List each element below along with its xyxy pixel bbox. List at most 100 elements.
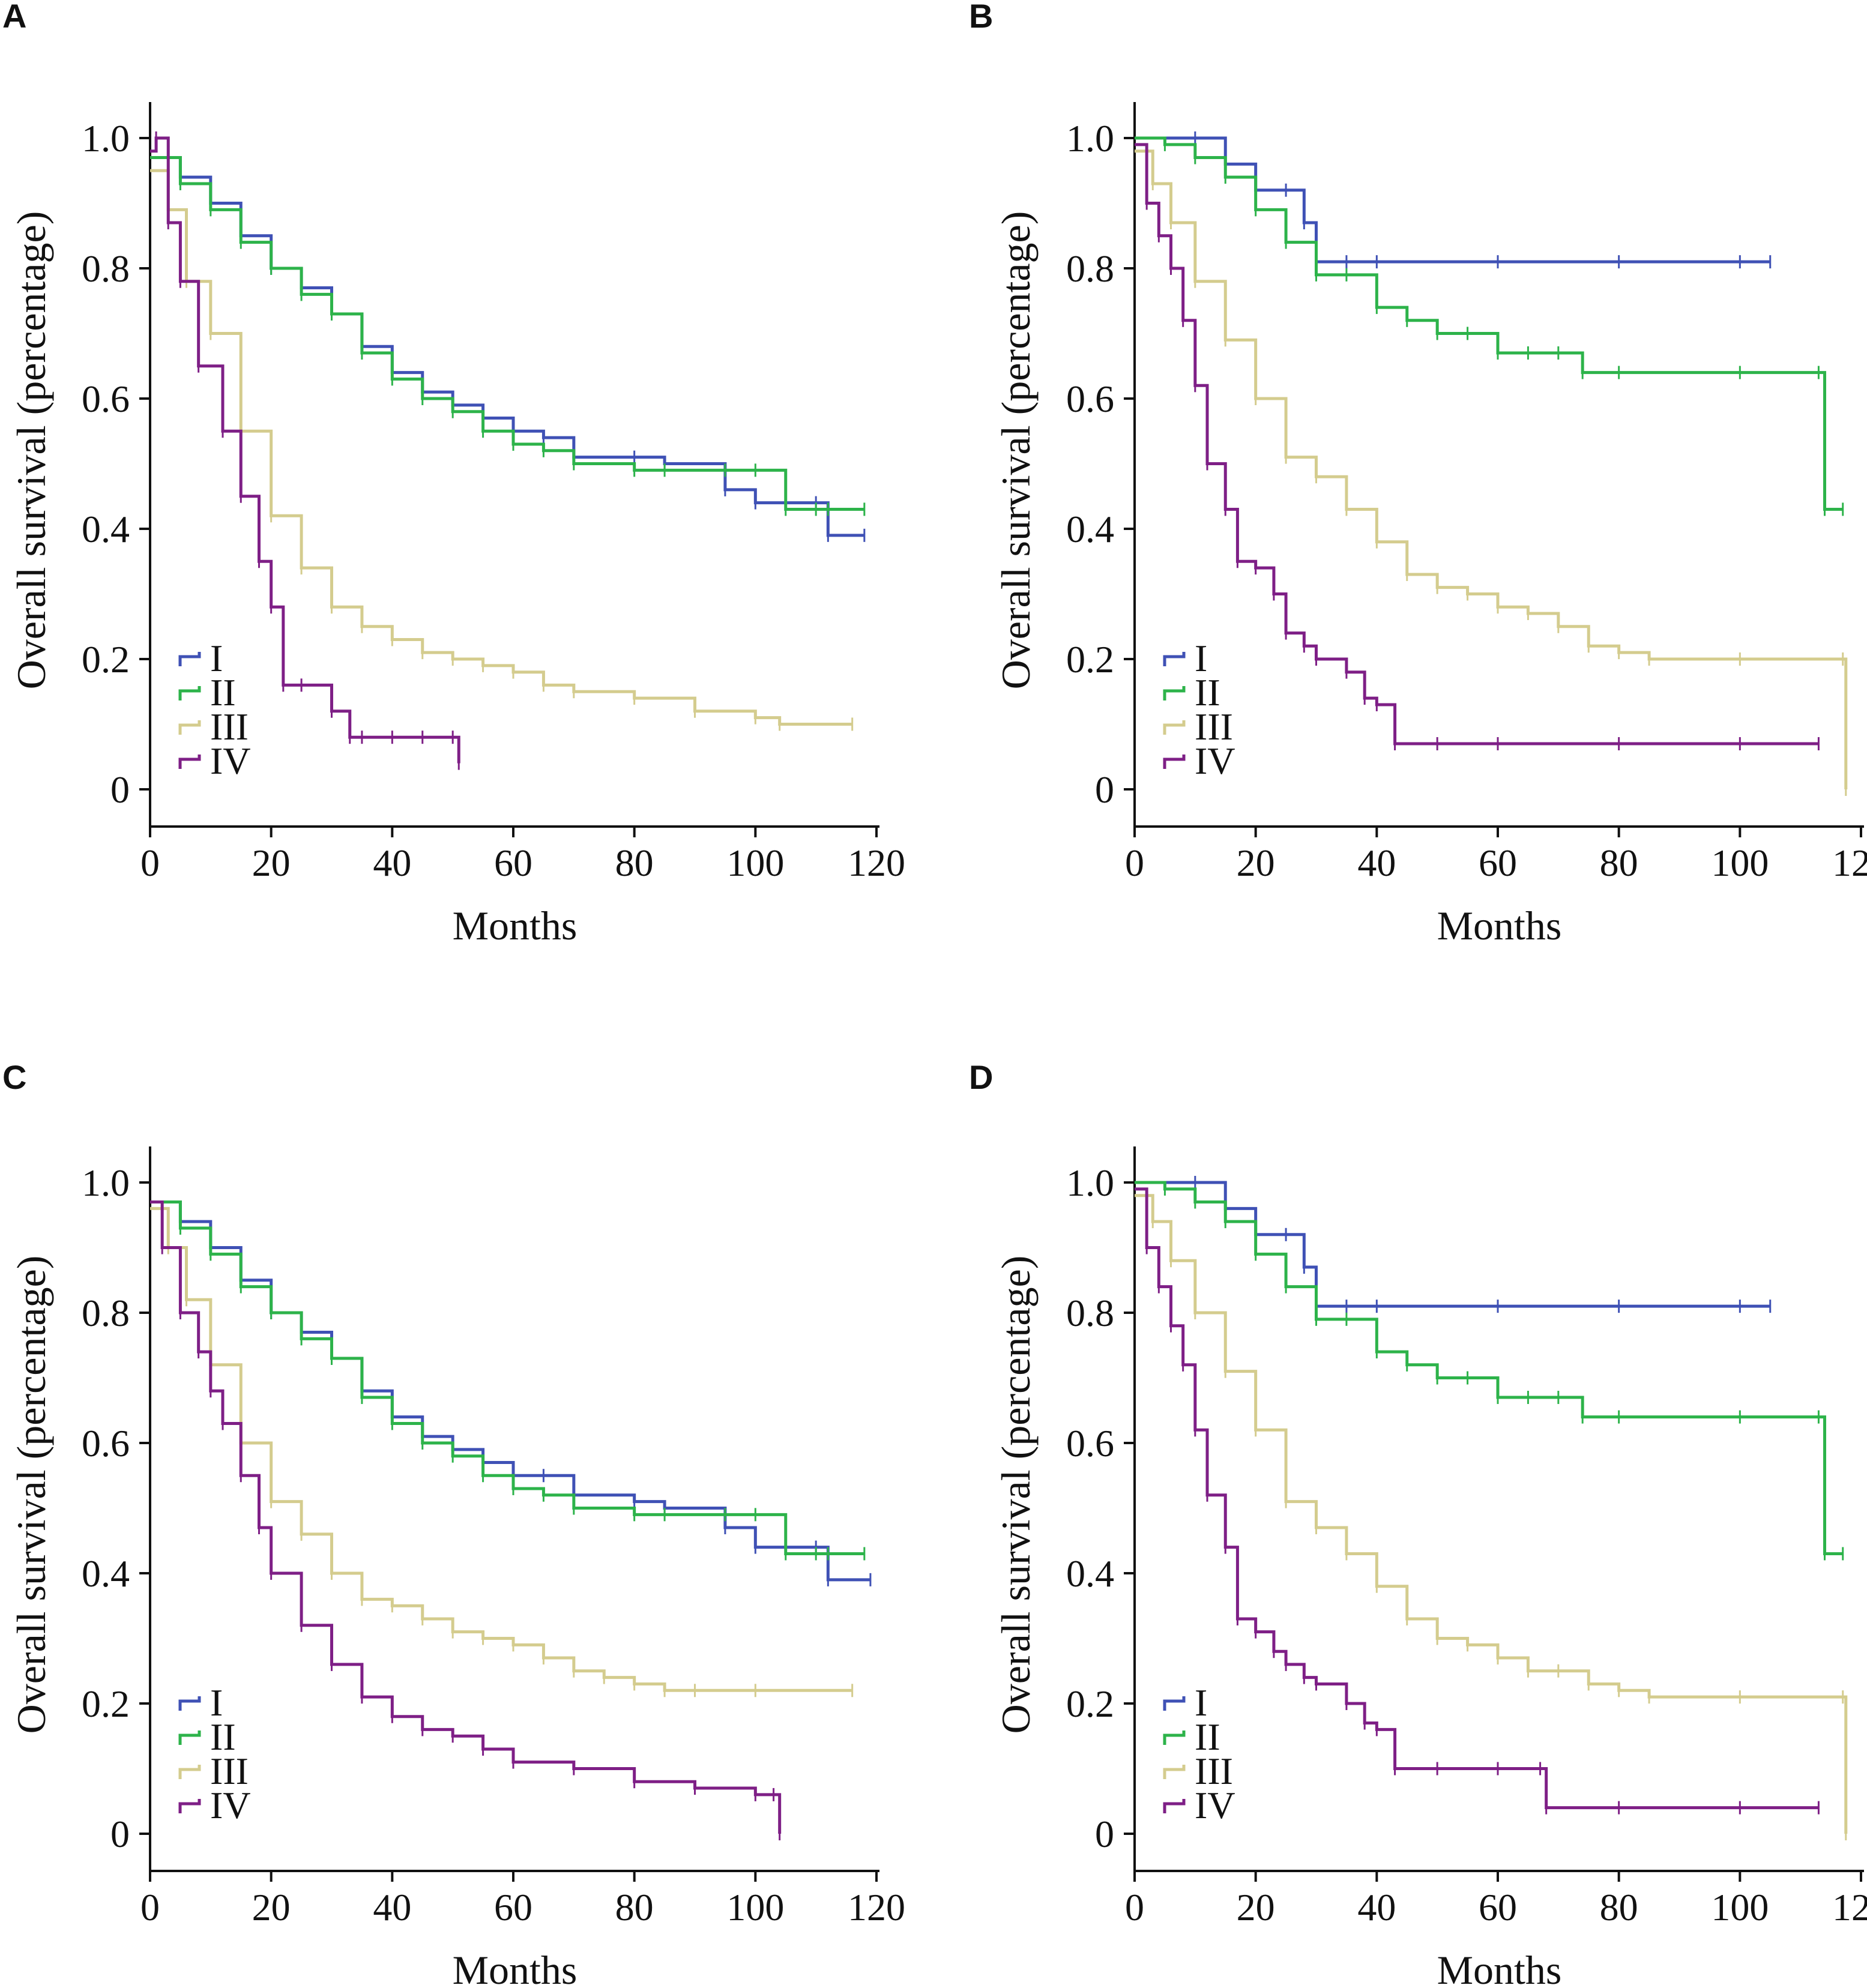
- y-tick-label: 0.2: [82, 638, 130, 681]
- x-axis-title: Months: [1437, 1947, 1562, 1988]
- x-tick-label: 80: [615, 842, 654, 884]
- x-axis-title: Months: [1437, 903, 1562, 948]
- x-axis-title: Months: [453, 903, 578, 948]
- legend-swatch-i: [1163, 652, 1186, 666]
- series-line-iii: [150, 169, 852, 726]
- legend-label-ii: II: [210, 671, 236, 714]
- legend-swatch-ii: [1163, 686, 1186, 700]
- y-tick-label: 0.4: [1066, 1552, 1114, 1595]
- y-tick-label: 0.2: [1066, 1682, 1114, 1725]
- legend-label-i: I: [1195, 1681, 1207, 1724]
- legend-swatch-iii: [178, 720, 201, 735]
- x-tick-label: 40: [373, 1886, 411, 1929]
- y-tick-label: 1.0: [82, 1161, 130, 1204]
- x-tick-label: 20: [1237, 1886, 1275, 1929]
- legend-swatch-iv: [1163, 1799, 1186, 1813]
- x-tick-label: 120: [848, 1886, 905, 1929]
- y-tick-label: 0.6: [1066, 378, 1114, 420]
- y-tick-label: 0.4: [82, 1552, 130, 1595]
- series-line-i: [1135, 136, 1770, 264]
- x-tick-label: 60: [1479, 842, 1517, 884]
- x-tick-label: 0: [140, 842, 160, 884]
- legend-label-iii: III: [1195, 1750, 1233, 1792]
- plot-area: 0 0.2 0.4 0.6 0.8 1.0 0 20 40 60 80 100 120 Months Ove…: [8, 102, 905, 948]
- legend-swatch-iii: [178, 1765, 201, 1779]
- series-line-i: [1135, 1181, 1770, 1308]
- series-line-iv: [150, 136, 460, 764]
- x-tick-label: 100: [726, 842, 784, 884]
- series-line-ii: [1135, 136, 1843, 511]
- x-tick-label: 0: [1125, 1886, 1144, 1929]
- x-tick-label: 120: [1832, 842, 1867, 884]
- x-tick-label: 60: [1479, 1886, 1517, 1929]
- panel-letter: C: [2, 1058, 26, 1096]
- panel-B: B 0 0.2 0.4 0.6 0.8 1.0 0 20 40 60 80 100 120 Months O…: [969, 0, 1867, 948]
- y-tick-label: 0.4: [82, 508, 130, 550]
- legend-swatch-iv: [178, 755, 201, 769]
- y-tick-label: 1.0: [1066, 1161, 1114, 1204]
- series-line-iii: [1135, 1194, 1848, 1834]
- legend-swatch-iv: [1163, 755, 1186, 769]
- series-line-ii: [1135, 1181, 1843, 1555]
- legend-label-iv: IV: [1195, 739, 1235, 782]
- legend-label-i: I: [1195, 637, 1207, 679]
- x-tick-label: 100: [1711, 1886, 1769, 1929]
- x-tick-label: 20: [252, 842, 291, 884]
- x-tick-label: 80: [615, 1886, 654, 1929]
- plot-area: 0 0.2 0.4 0.6 0.8 1.0 0 20 40 60 80 100 120 Months Ove…: [993, 102, 1867, 948]
- y-tick-label: 0.6: [82, 1422, 130, 1465]
- x-tick-label: 80: [1600, 1886, 1638, 1929]
- x-tick-label: 60: [494, 842, 532, 884]
- y-tick-label: 0.8: [82, 1292, 130, 1334]
- x-tick-label: 20: [1237, 842, 1275, 884]
- legend-label-ii: II: [1195, 671, 1220, 714]
- legend-swatch-ii: [1163, 1730, 1186, 1745]
- x-tick-label: 40: [1357, 1886, 1396, 1929]
- legend-label-iii: III: [1195, 705, 1233, 748]
- panel-D: D 0 0.2 0.4 0.6 0.8 1.0 0 20 40 60 80 100 120 Months O…: [969, 1058, 1867, 1988]
- series-line-iv: [1135, 1187, 1819, 1810]
- panel-C: C 0 0.2 0.4 0.6 0.8 1.0 0 20 40 60 80 100 120 Months O…: [2, 1058, 905, 1988]
- y-tick-label: 0.8: [82, 247, 130, 290]
- y-tick-label: 0: [110, 768, 130, 811]
- legend-label-iv: IV: [1195, 1784, 1235, 1827]
- legend-label-ii: II: [210, 1715, 236, 1758]
- series-line-i: [150, 156, 864, 537]
- y-tick-label: 1.0: [82, 117, 130, 160]
- series-line-iii: [1135, 149, 1848, 789]
- y-axis-title: Overall survival (percentage): [8, 211, 54, 690]
- plot-area: 0 0.2 0.4 0.6 0.8 1.0 0 20 40 60 80 100 120 Months Ove…: [993, 1146, 1867, 1988]
- y-tick-label: 0.4: [1066, 508, 1114, 550]
- x-tick-label: 40: [1357, 842, 1396, 884]
- legend-swatch-iv: [178, 1799, 201, 1813]
- x-tick-label: 0: [140, 1886, 160, 1929]
- panel-letter: D: [969, 1058, 993, 1096]
- series-line-ii: [150, 156, 864, 511]
- y-tick-label: 0: [110, 1813, 130, 1855]
- legend-swatch-i: [178, 652, 201, 666]
- x-axis-title: Months: [453, 1947, 578, 1988]
- legend-label-iv: IV: [210, 1784, 251, 1827]
- legend-label-iv: IV: [210, 739, 251, 782]
- legend-label-ii: II: [1195, 1715, 1220, 1758]
- legend-swatch-iii: [1163, 1765, 1186, 1779]
- y-tick-label: 0.2: [82, 1682, 130, 1725]
- legend-swatch-ii: [178, 686, 201, 700]
- y-tick-label: 1.0: [1066, 117, 1114, 160]
- y-tick-label: 0.6: [82, 378, 130, 420]
- x-tick-label: 20: [252, 1886, 291, 1929]
- legend-label-i: I: [210, 1681, 223, 1724]
- series-line-ii: [150, 1200, 864, 1555]
- y-axis-title: Overall survival (percentage): [993, 1256, 1039, 1734]
- series-line-iv: [150, 1200, 782, 1834]
- legend-label-iii: III: [210, 1750, 249, 1792]
- x-tick-label: 60: [494, 1886, 532, 1929]
- panel-letter: B: [969, 0, 993, 35]
- y-tick-label: 0.6: [1066, 1422, 1114, 1465]
- panel-A: A 0 0.2 0.4 0.6 0.8 1.0 0 20 40 60 80 100 120 Months O…: [2, 0, 905, 948]
- legend-swatch-i: [178, 1696, 201, 1711]
- y-tick-label: 0.2: [1066, 638, 1114, 681]
- legend-label-i: I: [210, 637, 223, 679]
- legend-swatch-i: [1163, 1696, 1186, 1711]
